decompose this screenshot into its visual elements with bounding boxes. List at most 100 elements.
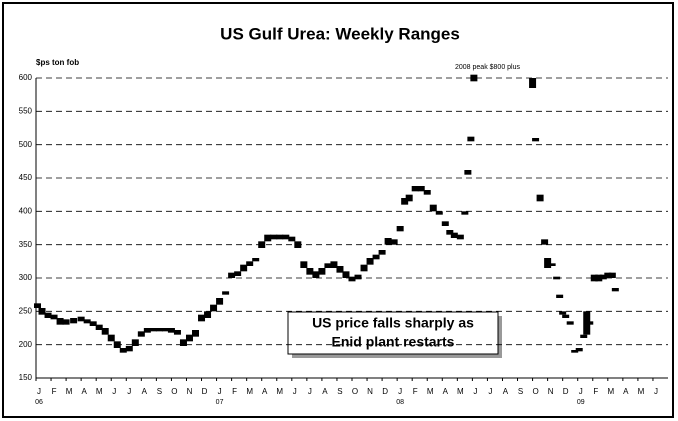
x-tick-label: J <box>473 387 477 396</box>
annotation-box: US price falls sharply as Enid plant res… <box>287 311 502 358</box>
weekly-range <box>107 334 115 342</box>
y-tick-label: 300 <box>19 273 33 282</box>
weekly-range <box>167 328 175 333</box>
annotation-text: US price falls sharply as <box>312 315 474 331</box>
weekly-range <box>101 328 109 335</box>
weekly-range <box>204 311 212 318</box>
x-tick-label: M <box>66 387 73 396</box>
weekly-range <box>228 272 236 278</box>
weekly-range <box>173 330 181 335</box>
weekly-range <box>548 263 556 266</box>
weekly-range <box>282 234 290 240</box>
weekly-range <box>161 328 169 332</box>
x-tick-label: M <box>246 387 253 396</box>
weekly-range <box>276 234 284 240</box>
x-tick-label: A <box>262 387 268 396</box>
weekly-range <box>532 138 540 142</box>
x-tick-label: O <box>352 387 358 396</box>
x-tick-label: S <box>337 387 342 396</box>
weekly-range <box>580 334 588 338</box>
x-tick-label: J <box>654 387 658 396</box>
weekly-range <box>599 274 607 280</box>
y-axis-label: $ps ton fob <box>36 58 79 67</box>
weekly-range <box>396 226 404 232</box>
weekly-range <box>562 314 570 318</box>
weekly-range <box>155 328 163 332</box>
weekly-range <box>586 321 594 325</box>
weekly-range <box>590 274 598 282</box>
weekly-range <box>143 328 151 333</box>
y-tick-label: 550 <box>19 106 33 115</box>
weekly-range <box>342 271 350 278</box>
peak-note: 2008 peak $800 plus <box>455 64 520 71</box>
weekly-range <box>456 234 464 240</box>
weekly-range <box>470 74 478 82</box>
weekly-range <box>536 194 544 202</box>
annotation-frame <box>287 311 499 355</box>
weekly-range <box>216 298 224 305</box>
weekly-range <box>529 78 537 88</box>
x-tick-label: N <box>548 387 554 396</box>
x-tick-label: J <box>488 387 492 396</box>
x-tick-label: F <box>52 387 57 396</box>
y-tick-label: 600 <box>19 73 33 82</box>
weekly-range <box>378 250 386 255</box>
x-tick-label: O <box>171 387 177 396</box>
annotation-text: Enid plant restarts <box>332 334 455 350</box>
weekly-range <box>234 271 242 276</box>
x-tick-label: M <box>607 387 614 396</box>
weekly-range <box>222 291 230 295</box>
x-tick-label: A <box>623 387 629 396</box>
weekly-range <box>354 274 362 280</box>
chart-title: US Gulf Urea: Weekly Ranges <box>220 24 460 43</box>
weekly-range <box>34 303 42 308</box>
x-tick-label: S <box>518 387 523 396</box>
weekly-range <box>611 288 619 292</box>
weekly-range <box>210 304 218 312</box>
weekly-range <box>240 264 248 272</box>
weekly-range <box>366 258 374 265</box>
weekly-range <box>38 308 46 315</box>
weekly-range <box>461 211 469 215</box>
x-tick-label: J <box>293 387 297 396</box>
weekly-range <box>405 194 413 202</box>
weekly-range <box>89 321 97 326</box>
x-tick-label: F <box>232 387 237 396</box>
x-tick-label: F <box>413 387 418 396</box>
weekly-range <box>553 276 561 280</box>
weekly-range <box>411 186 419 192</box>
x-tick-label: A <box>322 387 328 396</box>
weekly-range <box>544 258 552 268</box>
y-tick-label: 350 <box>19 240 33 249</box>
weekly-range <box>441 221 449 226</box>
weekly-range <box>446 230 454 235</box>
weekly-range <box>62 319 70 325</box>
y-tick-label: 450 <box>19 173 33 182</box>
weekly-range <box>246 261 254 266</box>
weekly-range <box>556 294 564 298</box>
weekly-range <box>252 258 260 262</box>
year-label: 07 <box>216 399 224 406</box>
x-tick-label: A <box>142 387 148 396</box>
x-tick-label: J <box>398 387 402 396</box>
weekly-range <box>300 261 308 268</box>
weekly-range <box>192 330 200 337</box>
weekly-range <box>595 274 603 282</box>
weekly-range <box>467 136 475 142</box>
weekly-range <box>608 272 616 278</box>
x-tick-label: N <box>187 387 193 396</box>
weekly-range <box>44 312 52 318</box>
x-tick-label: J <box>127 387 131 396</box>
weekly-range <box>423 190 431 195</box>
weekly-range <box>464 170 472 175</box>
x-tick-label: J <box>579 387 583 396</box>
weekly-range <box>149 328 157 332</box>
weekly-range <box>429 204 437 212</box>
weekly-range <box>575 348 583 352</box>
weekly-range <box>372 254 380 260</box>
weekly-range <box>119 348 127 353</box>
weekly-range <box>401 198 409 205</box>
weekly-range <box>95 324 103 330</box>
x-tick-label: A <box>503 387 509 396</box>
